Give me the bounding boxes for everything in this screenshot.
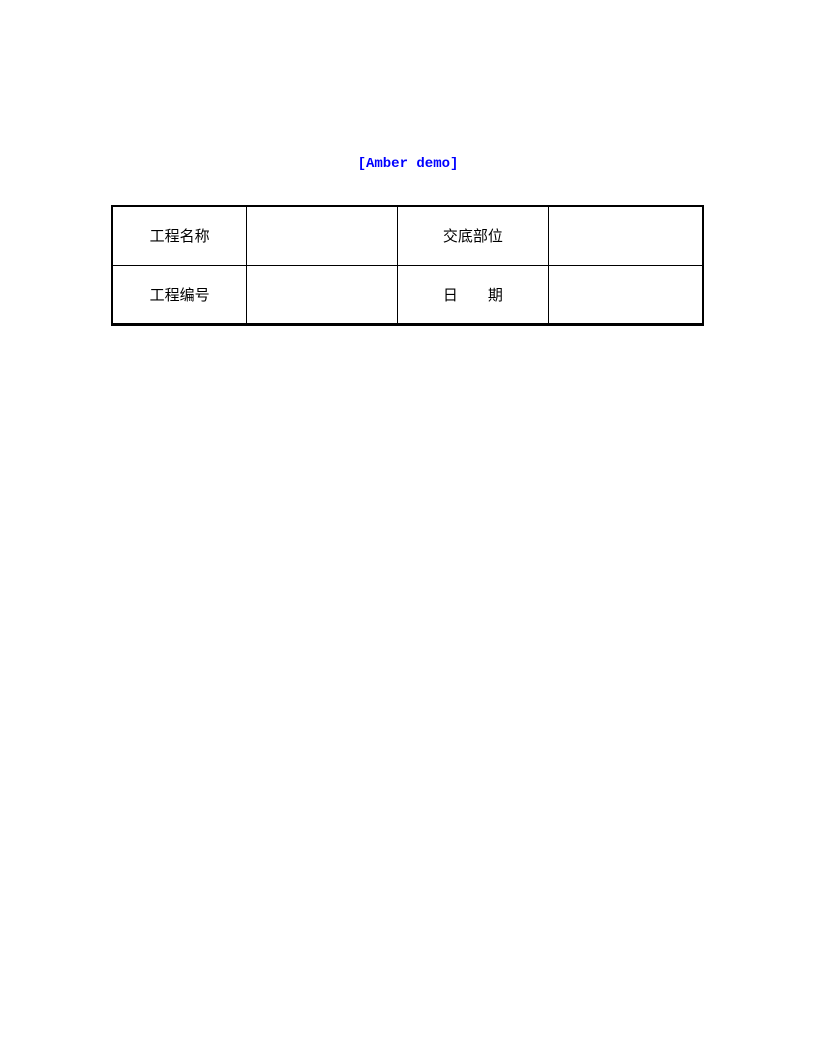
disclosure-part-label: 交底部位: [397, 206, 548, 265]
table-row: 工程名称 交底部位: [112, 206, 703, 265]
form-table: 工程名称 交底部位 工程编号 日 期: [111, 205, 704, 326]
table-row: 工程编号 日 期: [112, 265, 703, 324]
date-label: 日 期: [397, 265, 548, 324]
disclosure-part-value: [548, 206, 703, 265]
form-table-container: 工程名称 交底部位 工程编号 日 期: [111, 205, 704, 326]
project-name-label: 工程名称: [112, 206, 247, 265]
date-value: [548, 265, 703, 324]
project-number-label: 工程编号: [112, 265, 247, 324]
project-name-value: [247, 206, 398, 265]
project-number-value: [247, 265, 398, 324]
watermark-text: [Amber demo]: [0, 156, 816, 172]
